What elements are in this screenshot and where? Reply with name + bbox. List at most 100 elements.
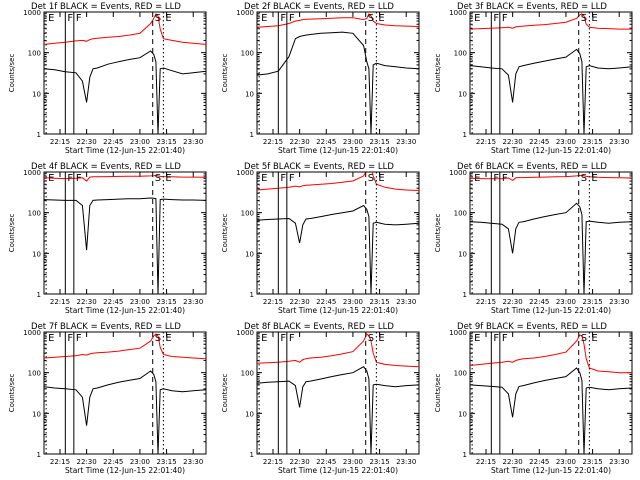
x-tick-label: 22:30: [77, 298, 97, 306]
y-tick-label: 1: [37, 451, 41, 459]
plot-area: [470, 334, 632, 454]
marker-label: S: [155, 173, 161, 184]
marker-label: F: [280, 333, 286, 344]
panel-det-3: Det 3f BLACK = Events, RED = LLD 1 10 100 10…: [434, 2, 633, 155]
y-tick-label: 1: [463, 291, 467, 299]
y-tick-label: 100: [28, 210, 41, 218]
y-axis-label: Counts/sec: [434, 374, 442, 413]
x-tick-label: 23:15: [156, 298, 176, 306]
y-axis-label: Counts/sec: [221, 214, 229, 253]
y-tick-label: 10: [458, 250, 467, 258]
marker-label: E: [48, 173, 54, 184]
panel-det-2: Det 2f BLACK = Events, RED = LLD 1 10 100 10…: [221, 2, 420, 155]
panel-title: Det 1f BLACK = Events, RED = LLD: [31, 2, 181, 12]
x-tick-label: 22:45: [529, 138, 549, 146]
y-tick-label: 1000: [23, 9, 41, 17]
y-axis-label: Counts/sec: [8, 214, 16, 253]
marker-label: F: [76, 333, 82, 344]
y-tick-label: 10: [458, 410, 467, 418]
y-axis-label: Counts/sec: [434, 214, 442, 253]
x-tick-label: 22:45: [529, 458, 549, 466]
x-tick-label: 22:15: [476, 458, 496, 466]
x-tick-label: 22:30: [77, 138, 97, 146]
y-tick-label: 1000: [236, 169, 254, 177]
marker-label: F: [502, 13, 508, 24]
x-tick-label: 23:00: [343, 298, 363, 306]
lld-series-line: [44, 333, 206, 360]
y-tick-label: 100: [454, 50, 467, 58]
y-tick-label: 1: [250, 291, 254, 299]
marker-label: E: [591, 333, 597, 344]
x-tick-label: 22:15: [263, 298, 283, 306]
marker-label: F: [76, 13, 82, 24]
marker-label: F: [280, 173, 286, 184]
x-tick-label: 22:15: [50, 298, 70, 306]
panel-det-8: Det 8f BLACK = Events, RED = LLD 1 10 100 10…: [221, 322, 420, 475]
marker-label: E: [378, 173, 384, 184]
x-tick-label: 22:30: [503, 138, 523, 146]
y-tick-label: 10: [32, 90, 41, 98]
y-axis-label: Counts/sec: [434, 54, 442, 93]
plot-frame: [469, 331, 633, 455]
x-tick-label: 23:30: [183, 458, 203, 466]
x-tick-label: 22:15: [476, 138, 496, 146]
marker-label: S: [155, 13, 161, 24]
plot-area: [257, 13, 419, 134]
panel-title: Det 7f BLACK = Events, RED = LLD: [31, 322, 181, 332]
marker-label: E: [474, 13, 480, 24]
x-tick-label: 23:30: [396, 298, 416, 306]
x-tick-label: 23:15: [369, 458, 389, 466]
panel-title: Det 2f BLACK = Events, RED = LLD: [244, 2, 394, 12]
x-tick-label: 22:30: [503, 298, 523, 306]
x-tick-label: 23:00: [130, 458, 150, 466]
marker-label: E: [474, 333, 480, 344]
marker-label: F: [502, 173, 508, 184]
y-tick-label: 10: [458, 90, 467, 98]
y-tick-label: 100: [454, 370, 467, 378]
y-tick-label: 1: [463, 131, 467, 139]
lld-series-line: [257, 333, 419, 368]
panel-title: Det 9f BLACK = Events, RED = LLD: [457, 322, 607, 332]
plot-area: [44, 174, 206, 294]
x-axis-label: Start Time (12-Jun-15 22:01:40): [491, 306, 611, 315]
events-series-line: [257, 31, 419, 134]
y-tick-label: 1000: [236, 329, 254, 337]
x-tick-label: 23:00: [343, 138, 363, 146]
plot-frame: [43, 171, 207, 295]
y-tick-label: 10: [32, 250, 41, 258]
y-tick-label: 10: [245, 250, 254, 258]
lld-series-line: [44, 174, 206, 182]
x-tick-label: 23:00: [130, 138, 150, 146]
marker-label: S: [581, 173, 587, 184]
x-tick-label: 23:30: [183, 298, 203, 306]
panel-title: Det 6f BLACK = Events, RED = LLD: [457, 162, 607, 172]
y-tick-label: 1000: [449, 169, 467, 177]
x-tick-label: 23:00: [556, 138, 576, 146]
lld-series-line: [470, 13, 632, 30]
marker-label: F: [67, 173, 73, 184]
x-tick-label: 23:15: [369, 138, 389, 146]
plot-area: [44, 13, 206, 134]
x-tick-label: 22:45: [103, 138, 123, 146]
y-tick-label: 100: [241, 50, 254, 58]
x-tick-label: 22:45: [103, 458, 123, 466]
marker-label: S: [368, 13, 374, 24]
marker-label: S: [581, 333, 587, 344]
marker-label: F: [289, 173, 295, 184]
x-tick-label: 23:30: [609, 138, 629, 146]
y-axis-label: Counts/sec: [221, 374, 229, 413]
x-axis-label: Start Time (12-Jun-15 22:01:40): [491, 146, 611, 155]
x-tick-label: 22:15: [50, 138, 70, 146]
marker-label: F: [76, 173, 82, 184]
marker-label: E: [591, 13, 597, 24]
panel-title: Det 5f BLACK = Events, RED = LLD: [244, 162, 394, 172]
y-tick-label: 10: [245, 410, 254, 418]
x-tick-label: 22:45: [316, 458, 336, 466]
x-tick-label: 22:30: [503, 458, 523, 466]
marker-label: E: [378, 13, 384, 24]
lld-series-line: [470, 334, 632, 374]
panel-det-4: Det 4f BLACK = Events, RED = LLD 1 10 100 10…: [8, 162, 207, 315]
plot-frame: [43, 331, 207, 455]
x-tick-label: 23:30: [609, 458, 629, 466]
